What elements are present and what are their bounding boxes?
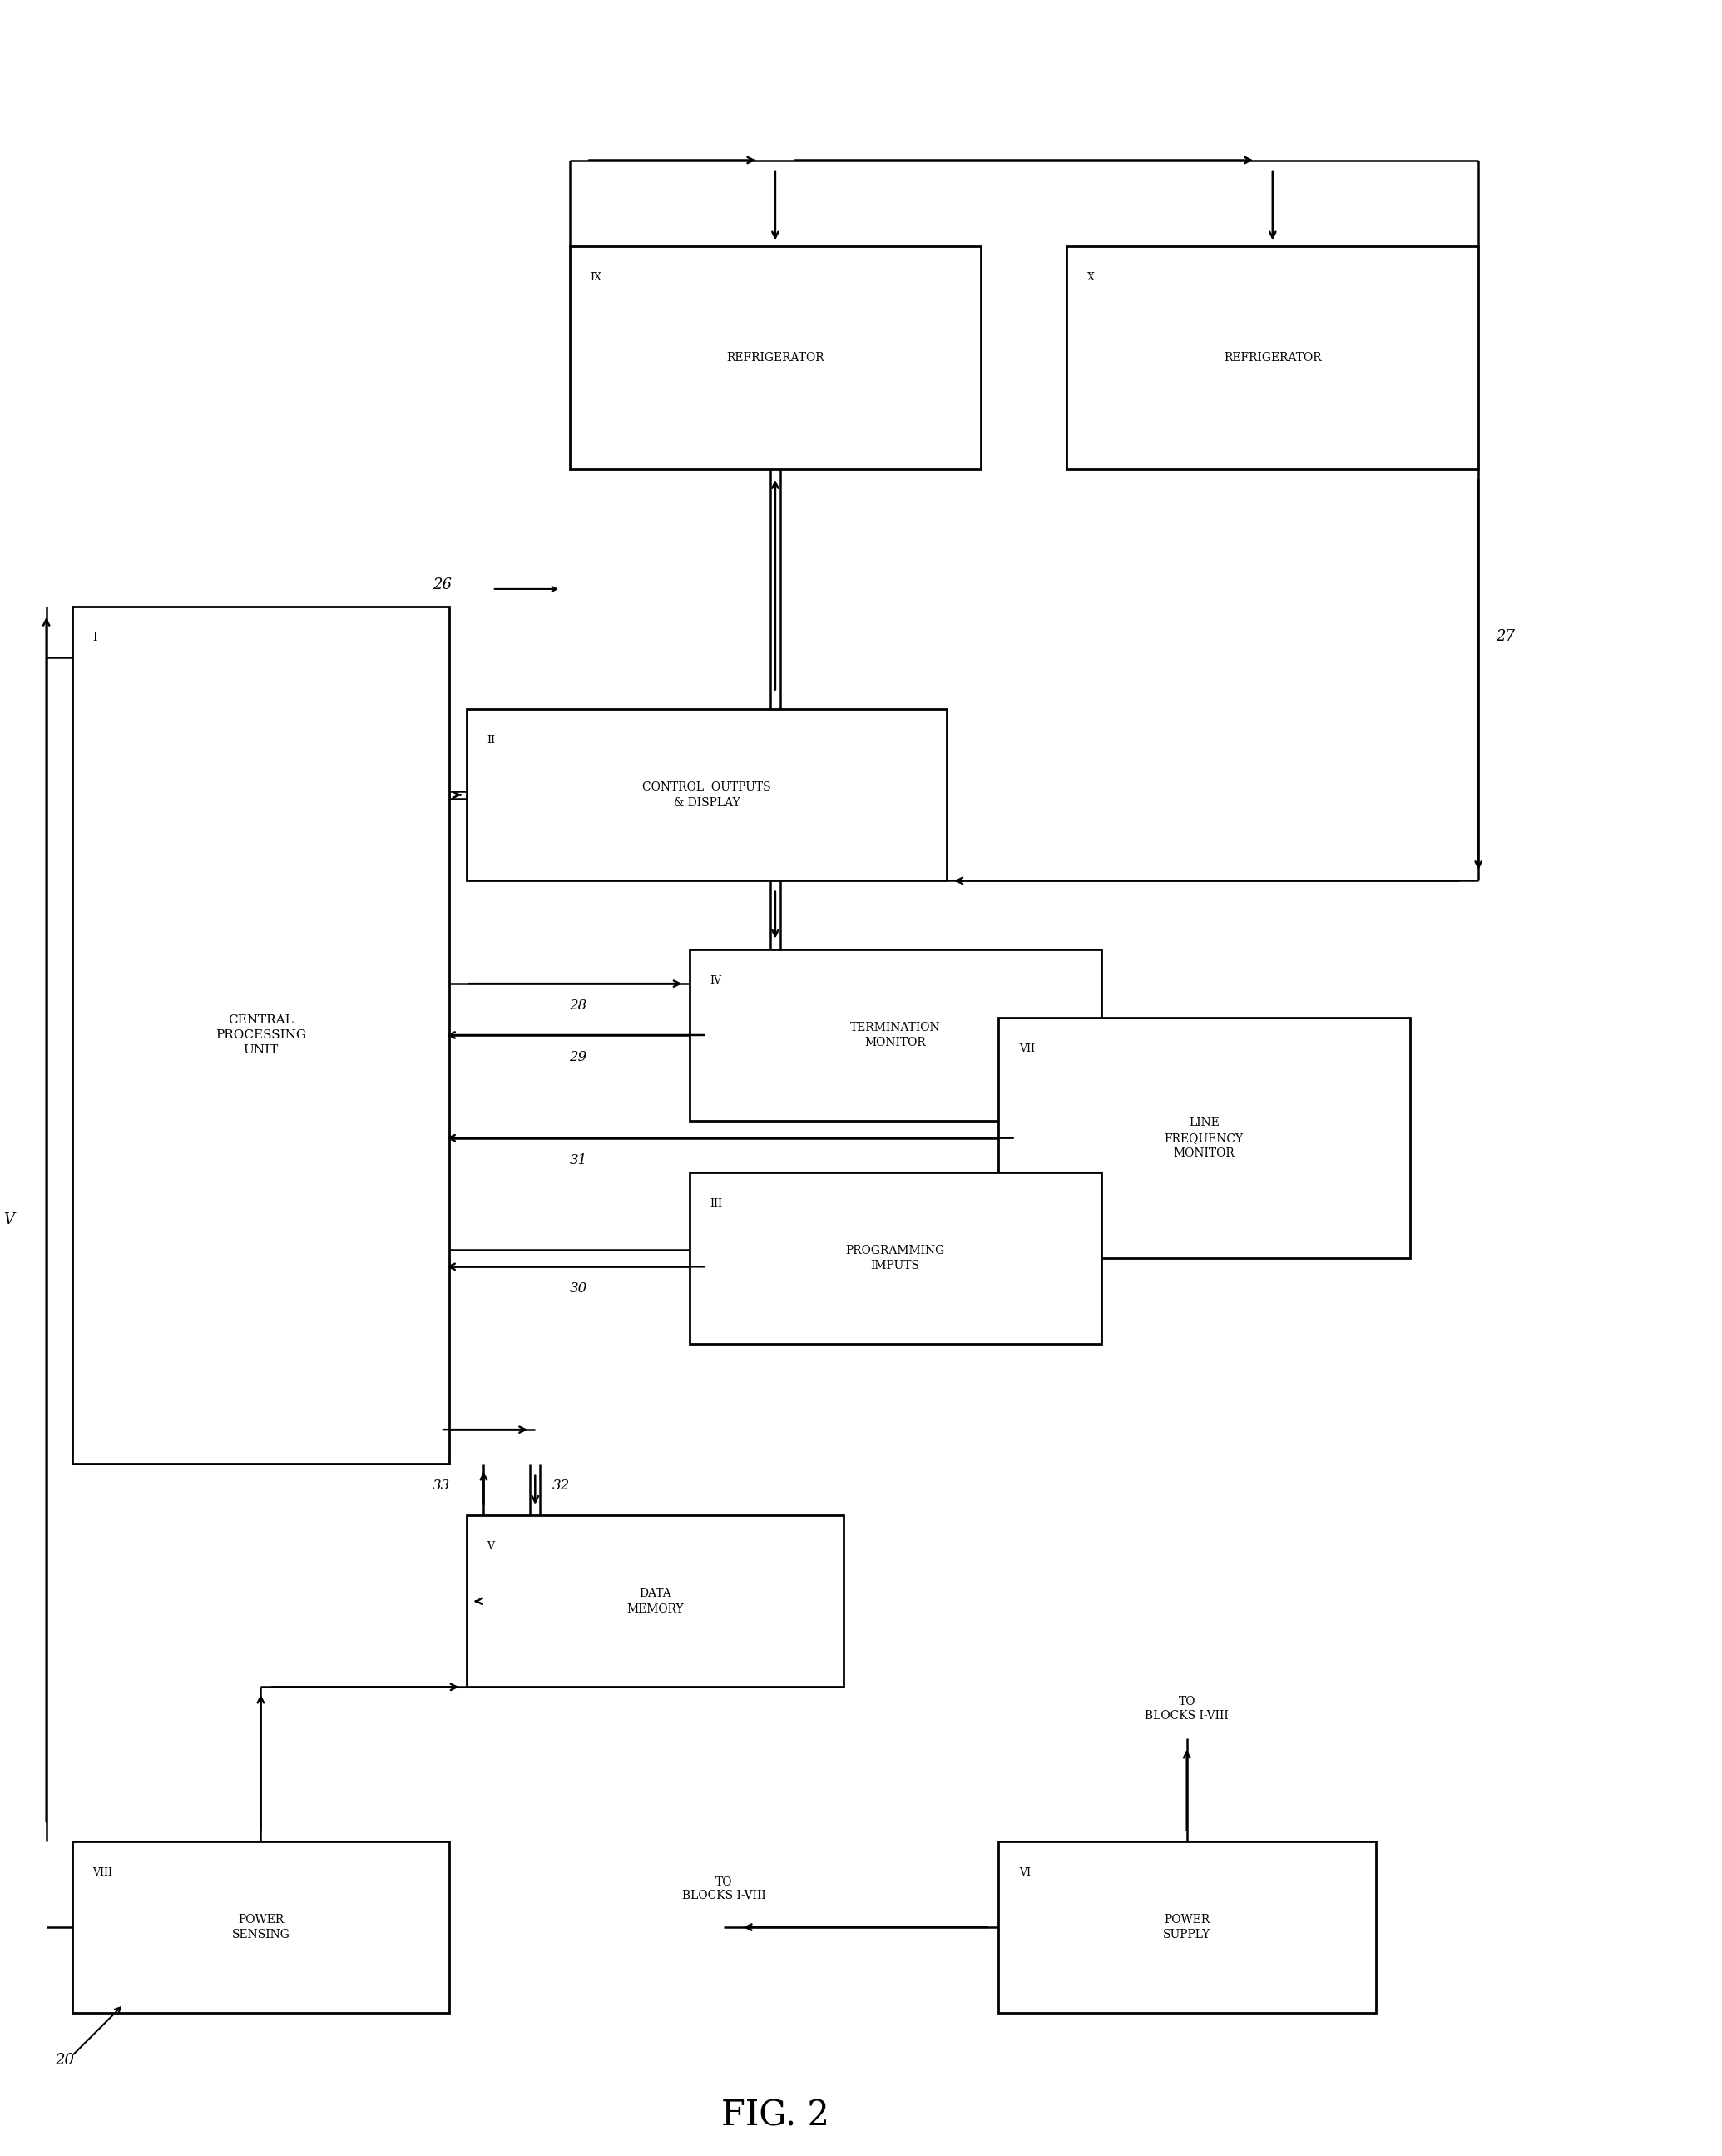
Text: POWER
SUPPLY: POWER SUPPLY [1162,1915,1211,1940]
Bar [999,1841,1376,2014]
Text: IX: IX [591,272,601,282]
Text: VII: VII [1019,1044,1035,1054]
Text: 28: 28 [570,998,587,1013]
Text: X: X [1087,272,1095,282]
Text: REFRIGERATOR: REFRIGERATOR [1224,351,1321,364]
Text: LINE
FREQUENCY
MONITOR: LINE FREQUENCY MONITOR [1164,1117,1243,1160]
Text: VIII: VIII [93,1867,112,1878]
Text: CENTRAL
PROCESSING
UNIT: CENTRAL PROCESSING UNIT [215,1013,307,1056]
Text: REFRIGERATOR: REFRIGERATOR [727,351,825,364]
Text: 27: 27 [1496,630,1515,645]
Text: I: I [93,632,96,645]
Text: V: V [487,1542,494,1552]
Text: POWER
SENSING: POWER SENSING [232,1915,289,1940]
Text: TERMINATION
MONITOR: TERMINATION MONITOR [851,1022,940,1048]
Text: V: V [3,1212,14,1227]
Text: 32: 32 [553,1479,570,1494]
Bar [1068,246,1479,470]
Text: TO
BLOCKS I-VIII: TO BLOCKS I-VIII [1145,1697,1230,1720]
Bar [72,1841,449,2014]
Text: IV: IV [709,975,722,985]
Text: PROGRAMMING
IMPUTS: PROGRAMMING IMPUTS [846,1244,945,1272]
Text: II: II [487,735,496,746]
Text: 26: 26 [432,578,451,593]
Bar [72,606,449,1464]
Text: III: III [709,1199,723,1210]
Text: 20: 20 [55,2053,74,2068]
Bar [689,1173,1100,1343]
Text: DATA
MEMORY: DATA MEMORY [627,1587,684,1615]
Text: FIG. 2: FIG. 2 [722,2098,830,2134]
Bar [999,1018,1410,1259]
Text: 30: 30 [570,1281,587,1296]
Text: TO
BLOCKS I-VIII: TO BLOCKS I-VIII [682,1876,766,1902]
Bar [467,709,947,880]
Text: 31: 31 [570,1153,587,1166]
Text: VI: VI [1019,1867,1030,1878]
Text: 33: 33 [432,1479,449,1494]
Bar [689,949,1100,1121]
Bar [467,1516,844,1686]
Text: CONTROL  OUTPUTS
& DISPLAY: CONTROL OUTPUTS & DISPLAY [642,780,771,808]
Text: 29: 29 [570,1050,587,1065]
Bar [570,246,982,470]
